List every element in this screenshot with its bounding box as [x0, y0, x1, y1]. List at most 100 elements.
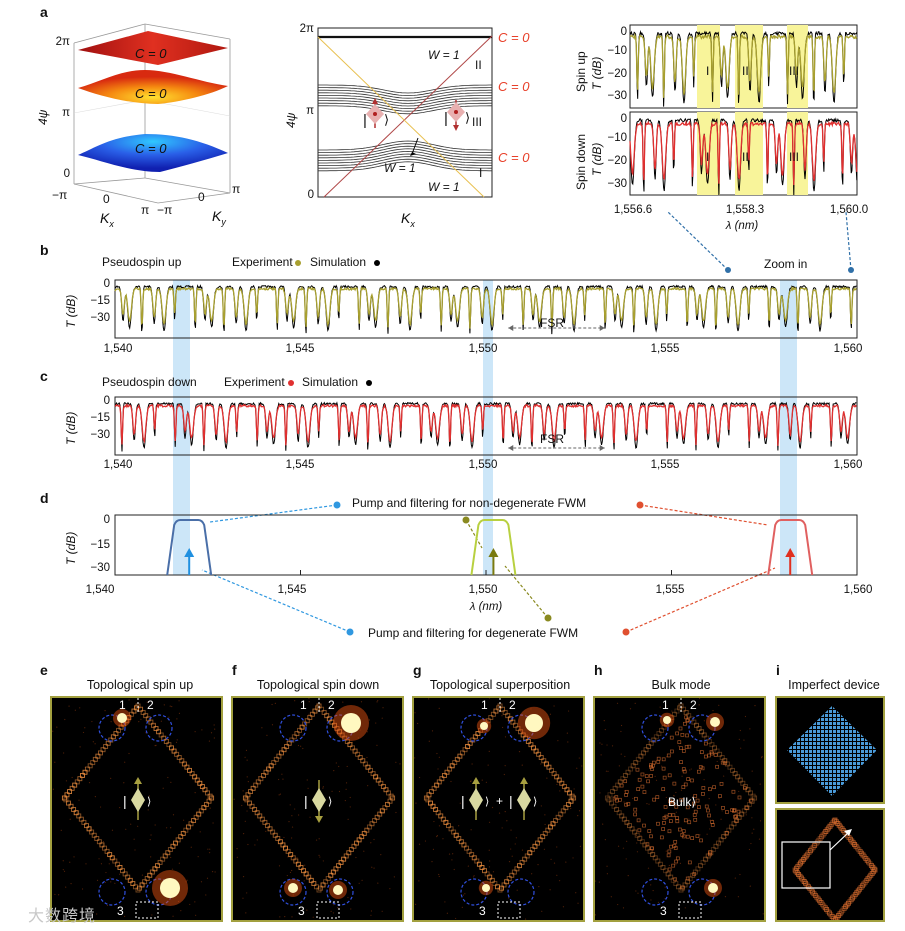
waveguide-ring — [551, 771, 557, 777]
noise-speck — [377, 700, 379, 702]
noise-speck — [650, 884, 652, 886]
waveguide-ring — [441, 773, 447, 778]
w-label-middle: W = 1 — [384, 161, 416, 175]
waveguide-ring — [638, 753, 644, 759]
noise-speck — [739, 873, 741, 876]
bulk-ring — [674, 859, 679, 864]
bulk-ring — [633, 807, 638, 812]
port-3-box — [316, 901, 340, 919]
noise-speck — [213, 737, 215, 739]
c-x-1555: 1,555 — [650, 459, 680, 471]
waveguide-ring — [289, 737, 295, 743]
noise-speck — [538, 886, 540, 888]
noise-speck — [514, 843, 516, 845]
bulk-ring — [636, 787, 641, 791]
waveguide-ring — [860, 852, 866, 858]
noise-speck — [162, 787, 164, 789]
noise-speck — [58, 894, 60, 896]
waveguide-ring — [350, 745, 355, 751]
bulk-ring — [721, 805, 725, 810]
bright-spot — [333, 885, 343, 895]
noise-speck — [504, 765, 506, 767]
waveguide-ring — [564, 787, 570, 793]
waveguide-ring — [456, 836, 462, 841]
bulk-band-lines — [318, 84, 492, 172]
waveguide-ring — [122, 871, 128, 877]
waveguide-ring — [135, 887, 141, 893]
device-image-e: | ⟩ — [52, 698, 216, 919]
waveguide-ring — [67, 789, 73, 795]
bulk-ring — [730, 808, 735, 812]
bulk-ring — [642, 823, 646, 828]
noise-speck — [377, 882, 379, 884]
bulk-ring — [736, 809, 741, 814]
experiment-trace — [629, 119, 858, 186]
waveguide-ring — [65, 800, 71, 806]
noise-speck — [622, 847, 625, 849]
g-mark-3: 3 — [479, 904, 486, 918]
noise-speck — [681, 775, 683, 777]
noise-speck — [531, 873, 533, 875]
c-y-0: 0 — [103, 395, 110, 407]
waveguide-ring — [821, 903, 827, 909]
waveguide-ring — [176, 755, 182, 760]
noise-speck — [178, 862, 180, 864]
waveguide-ring — [832, 917, 838, 920]
bulk-ring — [691, 801, 696, 806]
waveguide-ring — [427, 800, 433, 806]
waveguide-ring — [82, 769, 88, 775]
waveguide-ring — [318, 885, 323, 891]
noise-speck — [673, 794, 675, 797]
waveguide-ring — [69, 785, 75, 791]
panel-label-i: i — [776, 662, 780, 678]
bulk-ring — [681, 829, 686, 833]
waveguide-ring — [263, 769, 269, 775]
waveguide-ring — [645, 845, 650, 851]
waveguide-ring — [99, 842, 105, 848]
waveguide-ring — [567, 790, 573, 796]
waveguide-ring — [114, 861, 120, 867]
noise-speck — [304, 864, 306, 866]
noise-speck — [610, 896, 612, 898]
waveguide-ring — [105, 740, 111, 746]
bulk-ring — [624, 793, 628, 797]
waveguide-ring — [540, 834, 546, 840]
bulk-ring — [686, 777, 691, 781]
waveguide-ring — [627, 823, 632, 829]
lower-bulk-band-line — [318, 161, 492, 172]
noise-speck — [462, 894, 464, 896]
noise-speck — [557, 740, 559, 742]
waveguide-ring — [276, 753, 282, 759]
bulk-ring — [679, 760, 683, 764]
waveguide-ring — [622, 773, 628, 778]
noise-speck — [617, 903, 619, 906]
waveguide-ring — [303, 871, 309, 877]
port-circle — [641, 714, 669, 742]
noise-speck — [65, 886, 67, 888]
noise-speck — [71, 776, 73, 779]
waveguide-ring — [265, 823, 270, 829]
d-y-30: −30 — [90, 562, 110, 574]
noise-speck — [549, 889, 551, 891]
noise-speck — [274, 702, 276, 704]
waveguide-ring — [357, 755, 363, 760]
noise-speck — [322, 787, 324, 789]
waveguide-ring — [748, 790, 754, 796]
bright-spot — [341, 713, 361, 733]
bulk-ring — [708, 787, 712, 792]
waveguide-ring — [713, 843, 719, 849]
waveguide-ring — [853, 843, 859, 849]
noise-speck — [424, 796, 426, 798]
b-x-1540: 1,540 — [103, 343, 133, 355]
noise-speck — [199, 831, 201, 833]
bottom-band-surface — [78, 134, 228, 172]
noise-speck — [464, 893, 466, 895]
bulk-ring — [633, 812, 637, 817]
noise-speck — [319, 856, 321, 858]
ky-tick-min: −π — [157, 203, 173, 217]
waveguide-ring — [625, 769, 631, 775]
noise-speck — [501, 715, 503, 717]
h-mark-3: 3 — [660, 904, 667, 918]
noise-speck — [595, 914, 597, 916]
waveguide-ring — [560, 808, 566, 814]
